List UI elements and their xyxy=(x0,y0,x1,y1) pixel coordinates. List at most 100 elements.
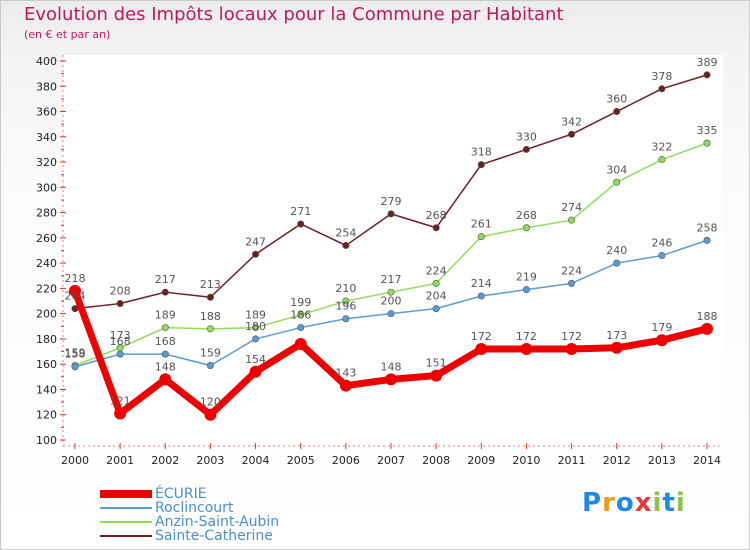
data-point-sainte-catherine xyxy=(568,130,576,138)
y-tick-label: 280 xyxy=(36,207,57,220)
data-point-sainte-catherine xyxy=(342,241,350,249)
x-tick-label: 2012 xyxy=(603,454,631,467)
data-point-anzin-saint-aubin xyxy=(703,139,711,147)
x-tick-label: 2003 xyxy=(196,454,224,467)
data-point-anzin-saint-aubin xyxy=(568,216,576,224)
y-tick-label: 220 xyxy=(36,282,57,295)
data-label-roclincourt: 168 xyxy=(155,335,176,348)
data-label-roclincourt: 159 xyxy=(200,346,221,359)
data-label-anzin-saint-aubin: 210 xyxy=(335,282,356,295)
data-point-anzin-saint-aubin xyxy=(252,324,260,332)
data-label-roclincourt: 200 xyxy=(381,295,402,308)
data-point-sainte-catherine xyxy=(206,293,214,301)
x-tick-label: 2014 xyxy=(693,454,721,467)
data-point-sainte-catherine xyxy=(658,85,666,93)
data-point-ecurie xyxy=(655,334,668,347)
legend-label: ÉCURIE xyxy=(155,486,207,502)
data-point-ecurie xyxy=(701,322,713,335)
data-point-sainte-catherine xyxy=(387,210,395,218)
data-point-sainte-catherine xyxy=(432,224,440,232)
data-point-ecurie xyxy=(520,343,533,356)
data-point-sainte-catherine xyxy=(703,71,711,79)
data-point-anzin-saint-aubin xyxy=(477,233,485,241)
data-point-roclincourt xyxy=(342,315,350,323)
legend-swatch xyxy=(100,490,152,498)
data-label-anzin-saint-aubin: 189 xyxy=(245,309,266,322)
data-label-ecurie: 143 xyxy=(335,367,356,380)
data-label-anzin-saint-aubin: 274 xyxy=(561,201,582,214)
data-label-sainte-catherine: 271 xyxy=(290,205,311,218)
data-label-sainte-catherine: 378 xyxy=(651,70,672,83)
data-label-anzin-saint-aubin: 268 xyxy=(516,209,537,222)
y-tick-label: 400 xyxy=(36,55,57,68)
data-label-roclincourt: 168 xyxy=(110,335,131,348)
data-label-ecurie: 173 xyxy=(606,329,627,342)
data-label-roclincourt: 219 xyxy=(516,271,537,284)
logo-letter: o xyxy=(615,488,635,518)
x-tick-label: 2010 xyxy=(512,454,540,467)
data-label-ecurie: 172 xyxy=(471,330,492,343)
data-point-ecurie xyxy=(249,365,262,378)
logo-letter: P xyxy=(582,488,603,518)
data-point-ecurie xyxy=(475,343,488,356)
data-point-ecurie xyxy=(610,341,623,354)
data-point-roclincourt xyxy=(71,363,79,371)
data-label-roclincourt: 258 xyxy=(697,221,718,234)
y-tick-label: 240 xyxy=(36,257,57,270)
data-point-roclincourt xyxy=(387,310,395,318)
chart-subtitle: (en € et par an) xyxy=(24,28,111,41)
y-tick-label: 380 xyxy=(36,80,57,93)
data-label-roclincourt: 196 xyxy=(335,300,356,313)
data-point-roclincourt xyxy=(568,279,576,287)
x-tick-label: 2004 xyxy=(242,454,270,467)
legend-label: Roclincourt xyxy=(155,500,234,516)
data-label-ecurie: 179 xyxy=(651,321,672,334)
data-point-sainte-catherine xyxy=(161,288,169,296)
data-point-ecurie xyxy=(339,379,352,392)
data-label-roclincourt: 240 xyxy=(606,244,627,257)
data-label-sainte-catherine: 330 xyxy=(516,130,537,143)
data-label-ecurie: 172 xyxy=(516,330,537,343)
data-point-roclincourt xyxy=(116,350,124,358)
data-label-ecurie: 148 xyxy=(381,360,402,373)
data-label-sainte-catherine: 204 xyxy=(65,290,86,303)
data-point-sainte-catherine xyxy=(522,145,530,153)
logo-letter: r xyxy=(602,488,616,518)
data-point-sainte-catherine xyxy=(252,250,260,258)
data-label-sainte-catherine: 213 xyxy=(200,278,221,291)
logo-letter: i xyxy=(652,488,663,518)
data-label-anzin-saint-aubin: 217 xyxy=(381,273,402,286)
data-label-anzin-saint-aubin: 189 xyxy=(155,309,176,322)
legend-label: Anzin-Saint-Aubin xyxy=(155,514,280,530)
data-point-roclincourt xyxy=(658,252,666,260)
logo-letter: i xyxy=(675,488,686,518)
data-label-anzin-saint-aubin: 173 xyxy=(110,329,131,342)
data-label-anzin-saint-aubin: 199 xyxy=(290,296,311,309)
data-label-roclincourt: 180 xyxy=(245,320,266,333)
data-point-roclincourt xyxy=(161,350,169,358)
y-tick-label: 320 xyxy=(36,156,57,169)
x-tick-label: 2009 xyxy=(467,454,495,467)
data-label-sainte-catherine: 279 xyxy=(381,195,402,208)
data-label-anzin-saint-aubin: 261 xyxy=(471,218,492,231)
data-point-ecurie xyxy=(565,343,578,356)
data-label-sainte-catherine: 389 xyxy=(697,56,718,69)
data-point-ecurie xyxy=(69,284,81,297)
data-label-sainte-catherine: 247 xyxy=(245,235,266,248)
data-label-anzin-saint-aubin: 304 xyxy=(606,163,627,176)
data-label-roclincourt: 204 xyxy=(426,290,447,303)
data-label-sainte-catherine: 208 xyxy=(110,285,131,298)
data-label-anzin-saint-aubin: 159 xyxy=(65,346,86,359)
data-point-anzin-saint-aubin xyxy=(432,279,440,287)
data-label-sainte-catherine: 217 xyxy=(155,273,176,286)
y-tick-label: 340 xyxy=(36,131,57,144)
logo-letter: x xyxy=(634,488,653,518)
data-label-ecurie: 188 xyxy=(697,310,718,323)
data-point-roclincourt xyxy=(522,286,530,294)
y-tick-label: 140 xyxy=(36,383,57,396)
data-point-ecurie xyxy=(114,407,127,420)
data-label-sainte-catherine: 254 xyxy=(335,226,356,239)
data-point-anzin-saint-aubin xyxy=(658,156,666,164)
y-tick-label: 120 xyxy=(36,409,57,422)
y-tick-label: 300 xyxy=(36,181,57,194)
